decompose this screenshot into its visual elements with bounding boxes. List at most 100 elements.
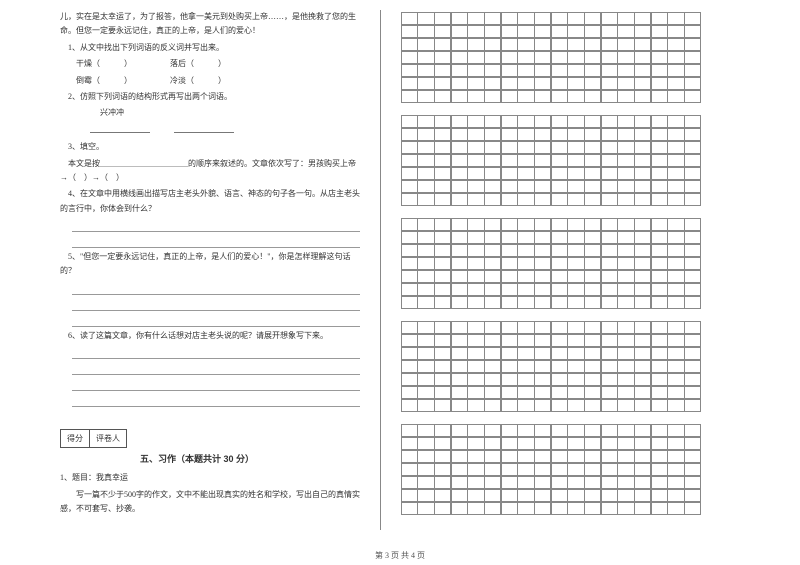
writing-grid-cell[interactable]	[484, 270, 501, 284]
writing-grid-cell[interactable]	[401, 360, 418, 374]
writing-grid-cell[interactable]	[601, 154, 618, 168]
blank-line[interactable]	[174, 123, 234, 133]
writing-grid-cell[interactable]	[467, 321, 484, 335]
writing-grid-cell[interactable]	[517, 141, 534, 155]
writing-grid-cell[interactable]	[634, 463, 651, 477]
writing-grid-cell[interactable]	[584, 334, 601, 348]
writing-grid-cell[interactable]	[584, 231, 601, 245]
writing-grid-cell[interactable]	[517, 38, 534, 52]
writing-grid-cell[interactable]	[534, 347, 551, 361]
writing-grid-cell[interactable]	[667, 218, 684, 232]
writing-grid-cell[interactable]	[551, 283, 568, 297]
writing-grid-cell[interactable]	[567, 476, 584, 490]
writing-grid-cell[interactable]	[651, 51, 668, 65]
writing-grid-cell[interactable]	[634, 77, 651, 91]
writing-grid-cell[interactable]	[634, 128, 651, 142]
writing-grid-cell[interactable]	[434, 373, 451, 387]
writing-grid-cell[interactable]	[551, 141, 568, 155]
writing-grid-cell[interactable]	[467, 373, 484, 387]
writing-grid-cell[interactable]	[484, 218, 501, 232]
writing-grid-cell[interactable]	[417, 437, 434, 451]
writing-grid-cell[interactable]	[667, 167, 684, 181]
writing-grid-cell[interactable]	[467, 180, 484, 194]
writing-grid-cell[interactable]	[517, 90, 534, 104]
writing-grid-cell[interactable]	[567, 231, 584, 245]
writing-grid-cell[interactable]	[617, 489, 634, 503]
writing-grid-cell[interactable]	[484, 231, 501, 245]
writing-grid-cell[interactable]	[601, 373, 618, 387]
writing-grid-cell[interactable]	[651, 25, 668, 39]
writing-grid-cell[interactable]	[517, 218, 534, 232]
writing-grid-cell[interactable]	[651, 167, 668, 181]
writing-grid-cell[interactable]	[567, 399, 584, 413]
writing-grid-cell[interactable]	[567, 360, 584, 374]
writing-grid-block[interactable]	[401, 321, 701, 412]
writing-grid-cell[interactable]	[501, 450, 518, 464]
writing-grid-cell[interactable]	[667, 463, 684, 477]
writing-grid-cell[interactable]	[584, 218, 601, 232]
writing-grid-cell[interactable]	[451, 360, 468, 374]
writing-grid-cell[interactable]	[567, 12, 584, 26]
writing-grid-cell[interactable]	[617, 244, 634, 258]
writing-grid-cell[interactable]	[617, 283, 634, 297]
writing-grid-cell[interactable]	[484, 38, 501, 52]
writing-grid-cell[interactable]	[467, 450, 484, 464]
writing-grid-cell[interactable]	[434, 77, 451, 91]
writing-grid-cell[interactable]	[634, 90, 651, 104]
writing-grid-cell[interactable]	[567, 115, 584, 129]
writing-grid-cell[interactable]	[467, 115, 484, 129]
writing-grid-cell[interactable]	[484, 12, 501, 26]
writing-grid-cell[interactable]	[534, 180, 551, 194]
writing-grid-cell[interactable]	[467, 193, 484, 207]
writing-grid-cell[interactable]	[567, 386, 584, 400]
writing-grid-cell[interactable]	[617, 64, 634, 78]
writing-grid-cell[interactable]	[634, 347, 651, 361]
writing-grid-cell[interactable]	[651, 38, 668, 52]
writing-grid-cell[interactable]	[467, 463, 484, 477]
writing-grid-cell[interactable]	[617, 270, 634, 284]
writing-grid-cell[interactable]	[467, 77, 484, 91]
blank-line[interactable]	[90, 123, 150, 133]
writing-grid-cell[interactable]	[467, 141, 484, 155]
writing-grid-cell[interactable]	[517, 25, 534, 39]
writing-grid-cell[interactable]	[551, 77, 568, 91]
writing-grid-cell[interactable]	[551, 154, 568, 168]
writing-grid-cell[interactable]	[617, 399, 634, 413]
writing-grid-cell[interactable]	[434, 257, 451, 271]
writing-grid-cell[interactable]	[501, 502, 518, 516]
writing-grid-cell[interactable]	[484, 373, 501, 387]
writing-grid-cell[interactable]	[684, 489, 701, 503]
writing-grid-cell[interactable]	[651, 244, 668, 258]
writing-grid-cell[interactable]	[551, 321, 568, 335]
writing-grid-cell[interactable]	[584, 386, 601, 400]
writing-grid-cell[interactable]	[584, 77, 601, 91]
writing-grid-cell[interactable]	[584, 360, 601, 374]
writing-grid-cell[interactable]	[551, 218, 568, 232]
writing-grid-cell[interactable]	[601, 180, 618, 194]
writing-grid-cell[interactable]	[451, 424, 468, 438]
writing-grid-cell[interactable]	[651, 64, 668, 78]
writing-grid-cell[interactable]	[434, 399, 451, 413]
writing-grid-block[interactable]	[401, 218, 701, 309]
writing-grid-cell[interactable]	[617, 218, 634, 232]
writing-grid-cell[interactable]	[484, 399, 501, 413]
writing-grid-cell[interactable]	[434, 347, 451, 361]
writing-grid-cell[interactable]	[651, 180, 668, 194]
writing-grid-cell[interactable]	[551, 463, 568, 477]
writing-grid-cell[interactable]	[551, 437, 568, 451]
writing-grid-cell[interactable]	[567, 257, 584, 271]
writing-grid-cell[interactable]	[501, 115, 518, 129]
writing-grid-cell[interactable]	[517, 270, 534, 284]
writing-grid-cell[interactable]	[634, 231, 651, 245]
writing-grid-cell[interactable]	[517, 12, 534, 26]
writing-grid-cell[interactable]	[501, 386, 518, 400]
writing-grid-cell[interactable]	[617, 25, 634, 39]
writing-grid-cell[interactable]	[684, 502, 701, 516]
writing-grid-cell[interactable]	[534, 38, 551, 52]
writing-grid-cell[interactable]	[651, 296, 668, 310]
writing-grid-cell[interactable]	[667, 115, 684, 129]
writing-grid-cell[interactable]	[567, 64, 584, 78]
writing-grid-cell[interactable]	[667, 25, 684, 39]
writing-grid-cell[interactable]	[484, 25, 501, 39]
writing-grid-cell[interactable]	[401, 64, 418, 78]
